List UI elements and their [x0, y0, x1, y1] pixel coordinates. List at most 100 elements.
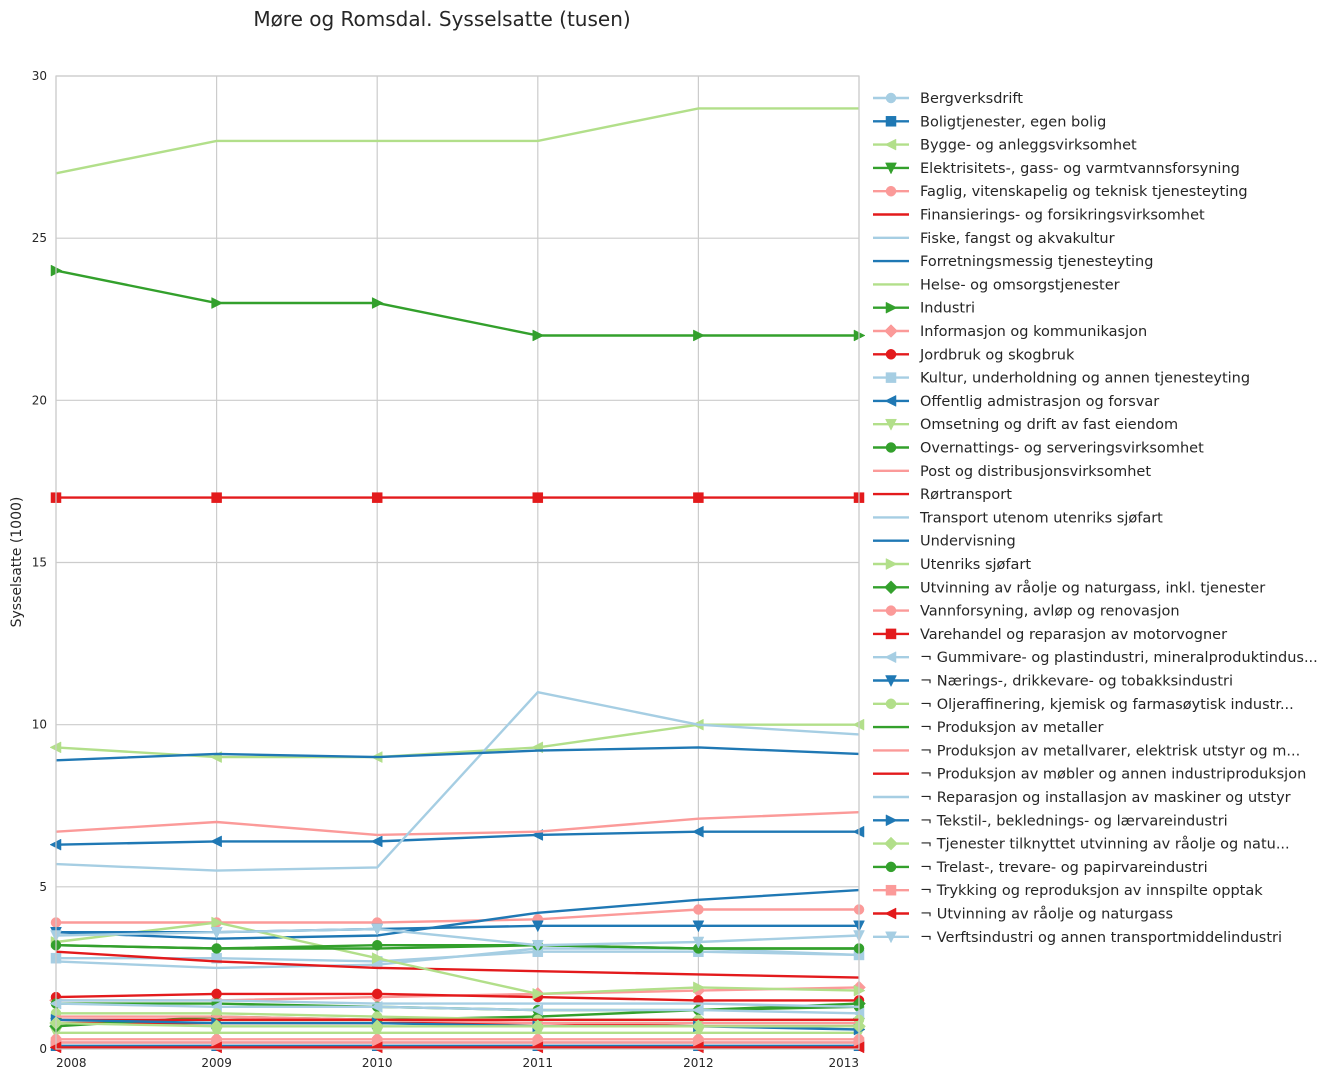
data-point	[531, 1004, 544, 1016]
data-point	[211, 916, 224, 929]
legend-marker	[885, 884, 897, 896]
data-point	[211, 943, 222, 954]
legend-marker	[885, 301, 898, 314]
legend-label: Undervisning	[920, 534, 1016, 550]
data-point	[532, 987, 545, 1000]
series-line	[56, 908, 859, 924]
legend-entry: ¬ Trykking og reproduksjon av innspilte …	[873, 883, 1263, 899]
y-tick-label: 5	[39, 880, 47, 894]
legend-entry: ¬ Produksjon av møbler og annen industri…	[873, 767, 1306, 783]
legend-label: ¬ Nærings-, drikkevare- og tobakksindust…	[920, 674, 1233, 690]
legend-label: ¬ Tekstil-, beklednings- og lærvareindus…	[920, 813, 1228, 829]
x-tick-label: 2011	[523, 1056, 554, 1070]
grid	[55, 75, 860, 1050]
series	[56, 999, 860, 1008]
series	[56, 1015, 859, 1025]
series-line	[55, 107, 859, 175]
legend-label: ¬ Produksjon av møbler og annen industri…	[920, 767, 1306, 783]
data-point	[371, 988, 383, 1000]
y-tick-label: 0	[39, 1042, 47, 1056]
legend-marker	[885, 418, 897, 431]
series	[49, 1041, 865, 1054]
y-axis-label: Sysselsatte (1000)	[9, 497, 25, 628]
legend-entry: Utvinning av råolje og naturgass, inkl. …	[873, 579, 1265, 596]
legend-marker	[884, 138, 897, 151]
series	[55, 746, 860, 762]
series-line	[55, 927, 860, 947]
data-point	[210, 926, 223, 939]
y-tick-label: 10	[32, 718, 47, 732]
series-line	[55, 1002, 860, 1015]
series-line	[55, 690, 860, 872]
data-point	[532, 329, 545, 342]
data-point	[211, 988, 222, 1000]
legend-entry: ¬ Produksjon av metaller	[873, 720, 1103, 736]
legend-entry: Kultur, underholdning og annen tjenestey…	[873, 371, 1250, 387]
legend-label: Omsetning og drift av fast eiendom	[920, 417, 1178, 433]
series-line	[55, 921, 860, 996]
legend-entry: Industri	[873, 301, 975, 317]
legend-label: ¬ Utvinning av råolje og naturgass	[920, 906, 1173, 923]
data-point	[693, 904, 704, 915]
legend-marker	[885, 349, 897, 360]
data-point	[211, 492, 222, 503]
series-line	[55, 723, 859, 759]
legend-label: ¬ Trelast-, trevare- og papirvareindustr…	[920, 860, 1208, 876]
legend-label: Finansierings- og forsikringsvirksomhet	[920, 208, 1205, 224]
series	[55, 107, 859, 175]
legend-marker	[885, 116, 897, 127]
legend-marker	[885, 861, 897, 873]
data-point	[370, 1041, 383, 1054]
legend-entry: ¬ Tekstil-, beklednings- og lærvareindus…	[873, 813, 1228, 829]
series-line	[55, 269, 859, 337]
series	[50, 264, 866, 342]
y-tick-label: 30	[32, 69, 47, 83]
data-point	[693, 492, 704, 503]
plot-frame	[55, 75, 860, 1050]
legend-entry: Utenriks sjøfart	[873, 557, 1031, 573]
legend-marker	[885, 605, 897, 616]
legend-label: Informasjon og kommunikasjon	[920, 324, 1147, 340]
legend-marker	[885, 185, 897, 197]
legend-entry: Omsetning og drift av fast eiendom	[873, 417, 1178, 433]
series-line	[55, 811, 860, 837]
legend-entry: Bygge- og anleggsvirksomhet	[873, 138, 1137, 154]
legend-label: ¬ Produksjon av metallvarer, elektrisk u…	[920, 743, 1300, 759]
legend-label: Utvinning av råolje og naturgass, inkl. …	[920, 579, 1265, 596]
series	[55, 690, 860, 872]
legend-entry: Undervisning	[873, 534, 1016, 550]
series	[50, 916, 866, 1000]
legend-label: Faglig, vitenskapelig og teknisk tjenest…	[920, 184, 1248, 200]
legend-entry: ¬ Oljeraffinering, kjemisk og farmasøyti…	[873, 697, 1294, 713]
data-point	[532, 492, 544, 503]
legend-label: Boligtjenester, egen bolig	[920, 114, 1106, 130]
data-point	[693, 329, 705, 342]
data-point	[691, 825, 704, 838]
legend-entry: Bergverksdrift	[873, 91, 1023, 107]
legend-entry: Transport utenom utenriks sjøfart	[873, 510, 1163, 526]
legend-label: ¬ Reparasjon og installasjon av maskiner…	[920, 790, 1291, 806]
data-point	[371, 492, 383, 503]
legend-entry: Helse- og omsorgstjenester	[873, 277, 1120, 293]
legend-marker	[884, 394, 897, 407]
legend-label: ¬ Tjenester tilknyttet utvinning av råol…	[920, 836, 1290, 853]
legend-label: Helse- og omsorgstjenester	[920, 277, 1120, 293]
series	[50, 1027, 865, 1040]
data-point	[531, 939, 544, 952]
legend-label: Fiske, fangst og akvakultur	[920, 231, 1115, 247]
legend-entry: ¬ Verftsindustri og annen transportmidde…	[873, 930, 1282, 946]
chart-title: Møre og Romsdal. Sysselsatte (tusen)	[253, 7, 630, 31]
data-point	[210, 1041, 222, 1054]
legend-entry: Elektrisitets-, gass- og varmtvannsforsy…	[873, 161, 1240, 177]
legend-label: Post og distribusjonsvirksomhet	[920, 464, 1151, 480]
x-tick-label: 2010	[362, 1056, 393, 1070]
legend-label: Transport utenom utenriks sjøfart	[919, 510, 1163, 526]
legend-entry: ¬ Tjenester tilknyttet utvinning av råol…	[873, 836, 1290, 853]
legend-entry: Faglig, vitenskapelig og teknisk tjenest…	[873, 184, 1248, 200]
legend-marker	[884, 580, 898, 595]
y-tick-label: 25	[32, 231, 47, 245]
legend-label: Bygge- og anleggsvirksomhet	[920, 138, 1137, 154]
legend-entry: ¬ Nærings-, drikkevare- og tobakksindust…	[873, 674, 1233, 690]
series-line	[55, 950, 860, 979]
